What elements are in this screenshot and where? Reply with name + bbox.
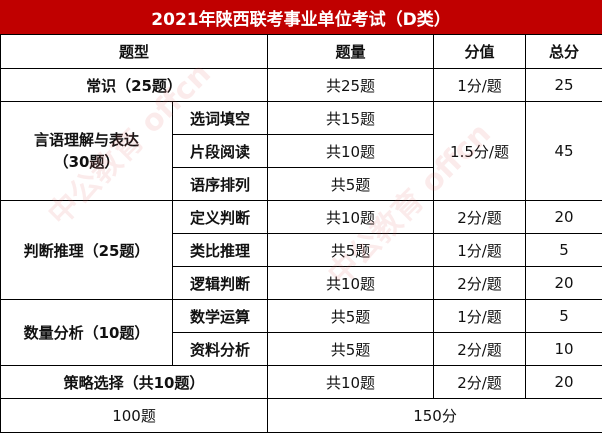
header-row: 题型 题量 分值 总分 [1, 35, 602, 69]
celue-total: 20 [526, 366, 602, 399]
panduan-label: 判断推理（25题） [1, 201, 173, 300]
table-title: 2021年陕西联考事业单位考试（D类） [0, 0, 602, 34]
yanyu-item-name: 片段阅读 [173, 135, 268, 168]
shuliang-item-count: 共5题 [268, 333, 434, 366]
shuliang-item-name: 数学运算 [173, 300, 268, 333]
changshi-label: 常识（25题） [1, 69, 268, 102]
panduan-item-count: 共10题 [268, 201, 434, 234]
shuliang-item-total: 5 [526, 300, 602, 333]
yanyu-label: 言语理解与表达 （30题） [1, 102, 173, 201]
celue-score: 2分/题 [434, 366, 526, 399]
yanyu-item-count: 共10题 [268, 135, 434, 168]
shuliang-item-name: 资料分析 [173, 333, 268, 366]
changshi-count: 共25题 [268, 69, 434, 102]
table-row: 言语理解与表达 （30题） 选词填空 共15题 1.5分/题 45 [1, 102, 602, 135]
yanyu-label-line1: 言语理解与表达 [1, 129, 172, 151]
panduan-item-name: 定义判断 [173, 201, 268, 234]
celue-label: 策略选择（共10题） [1, 366, 268, 399]
celue-count: 共10题 [268, 366, 434, 399]
panduan-item-count: 共10题 [268, 267, 434, 300]
table-row: 判断推理（25题） 定义判断 共10题 2分/题 20 [1, 201, 602, 234]
header-score: 分值 [434, 35, 526, 69]
table-row: 策略选择（共10题） 共10题 2分/题 20 [1, 366, 602, 399]
panduan-item-name: 逻辑判断 [173, 267, 268, 300]
summary-row: 100题 150分 [1, 399, 602, 433]
changshi-total: 25 [526, 69, 602, 102]
shuliang-item-total: 10 [526, 333, 602, 366]
shuliang-label: 数量分析（10题） [1, 300, 173, 366]
shuliang-item-score: 2分/题 [434, 333, 526, 366]
header-total: 总分 [526, 35, 602, 69]
yanyu-item-count: 共15题 [268, 102, 434, 135]
yanyu-label-line2: （30题） [1, 151, 172, 173]
panduan-item-total: 20 [526, 267, 602, 300]
panduan-item-score: 1分/题 [434, 234, 526, 267]
header-topic: 题型 [1, 35, 268, 69]
panduan-item-name: 类比推理 [173, 234, 268, 267]
table-row: 数量分析（10题） 数学运算 共5题 1分/题 5 [1, 300, 602, 333]
shuliang-item-count: 共5题 [268, 300, 434, 333]
changshi-score: 1分/题 [434, 69, 526, 102]
yanyu-total: 45 [526, 102, 602, 201]
panduan-item-score: 2分/题 [434, 201, 526, 234]
summary-count: 100题 [1, 399, 268, 433]
yanyu-score: 1.5分/题 [434, 102, 526, 201]
yanyu-item-name: 选词填空 [173, 102, 268, 135]
summary-total: 150分 [268, 399, 602, 433]
header-count: 题量 [268, 35, 434, 69]
panduan-item-total: 20 [526, 201, 602, 234]
table-row: 常识（25题） 共25题 1分/题 25 [1, 69, 602, 102]
panduan-item-total: 5 [526, 234, 602, 267]
panduan-item-count: 共5题 [268, 234, 434, 267]
yanyu-item-name: 语序排列 [173, 168, 268, 201]
panduan-item-score: 2分/题 [434, 267, 526, 300]
shuliang-item-score: 1分/题 [434, 300, 526, 333]
yanyu-item-count: 共5题 [268, 168, 434, 201]
exam-table: 题型 题量 分值 总分 常识（25题） 共25题 1分/题 25 言语理解与表达… [0, 34, 602, 433]
